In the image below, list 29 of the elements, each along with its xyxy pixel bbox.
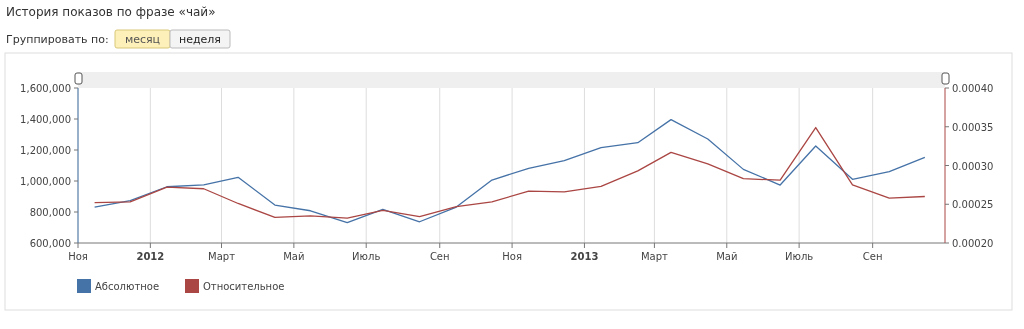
legend-label: Относительное bbox=[203, 281, 285, 292]
text: неделя bbox=[179, 33, 221, 46]
chart-title: История показов по фразе «чай» bbox=[6, 5, 216, 19]
text: месяц bbox=[124, 33, 161, 46]
text: Группировать по: bbox=[6, 33, 109, 46]
x-tick-label: 2012 bbox=[136, 251, 165, 262]
x-tick-label: Май bbox=[283, 251, 305, 262]
x-tick-label: Сен bbox=[862, 251, 883, 262]
x-tick-label: Май bbox=[716, 251, 738, 262]
y2-tick-label: 0.00035 bbox=[952, 121, 994, 133]
y2-tick-label: 0.00040 bbox=[952, 83, 994, 94]
x-tick-label: 2013 bbox=[570, 251, 599, 262]
x-tick-label: Ноя bbox=[502, 251, 522, 262]
y2-tick-label: 0.00030 bbox=[952, 160, 994, 172]
x-tick-label: Июль bbox=[352, 251, 381, 262]
y-tick-label: 1,200,000 bbox=[20, 145, 71, 156]
y2-tick-label: 0.00020 bbox=[952, 238, 994, 249]
x-tick-label: Март bbox=[640, 251, 669, 262]
legend-label: Абсолютное bbox=[95, 281, 160, 292]
x-tick-label: Март bbox=[208, 251, 236, 262]
y-tick-label: 1,400,000 bbox=[20, 114, 71, 125]
y-tick-label: 800,000 bbox=[29, 207, 71, 218]
x-tick-label: Сен bbox=[429, 251, 450, 262]
y-tick-label: 1,000,000 bbox=[20, 176, 71, 187]
x-tick-label: Июль bbox=[785, 251, 814, 262]
x-tick-label: Ноя bbox=[68, 251, 88, 262]
y-tick-label: 600,000 bbox=[29, 238, 71, 249]
y-tick-label: 1,600,000 bbox=[20, 83, 71, 94]
y2-tick-label: 0.00025 bbox=[952, 199, 994, 211]
